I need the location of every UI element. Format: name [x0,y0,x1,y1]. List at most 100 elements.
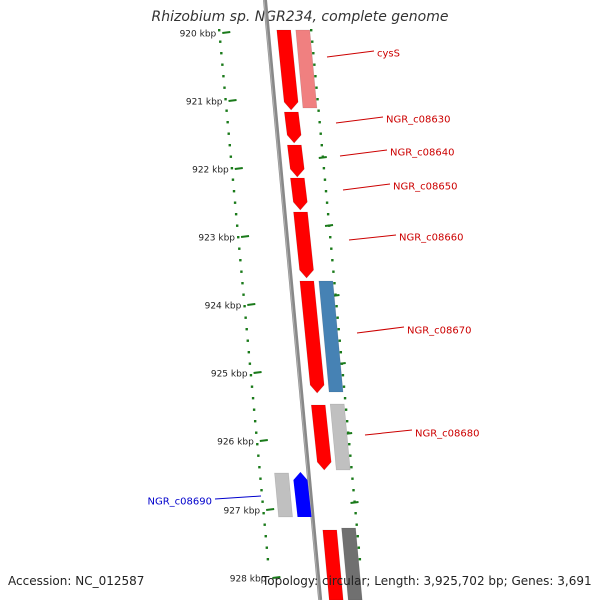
kbp-tick-mark [272,576,281,579]
tick-dot [258,466,261,469]
leader-line [214,495,262,500]
tick-dot [243,305,246,308]
track-dash [324,224,334,227]
tick-dot [239,259,242,262]
gene-block-cyss-pink [295,29,318,109]
backbone-line [263,0,323,600]
gene-label: NGR_c08650 [393,182,458,193]
gene-block-steel [318,280,344,393]
tick-dot [329,236,332,239]
tick-dot [313,63,316,66]
tick-dot [265,546,269,549]
tick-dot [323,178,327,181]
backbone-highlight [263,0,320,600]
tick-dot [351,477,354,480]
gene-label: NGR_c08680 [415,429,480,440]
left-tick-track [218,29,270,561]
tick-dot [252,408,256,411]
accession-text: Accession: NC_012587 [8,574,145,588]
tick-dot [315,86,318,89]
tick-dot [319,132,322,135]
tick-dot [317,109,320,112]
tick-dot [246,339,249,342]
tick-dot [337,328,340,331]
tick-dot [224,98,227,101]
topology-text: Topology: circular; Length: 3,925,702 bp… [262,574,592,588]
tick-dot [238,247,241,250]
gene-block-lightgray-left [274,472,293,518]
leader-line [339,149,388,157]
tick-dot [259,477,262,480]
leader-line [335,116,384,124]
tick-dot [352,489,355,492]
tick-dot [341,374,345,377]
tick-dot [242,293,245,296]
kbp-tick-mark [253,371,262,374]
tick-dot [249,374,253,377]
tick-dot [332,270,335,273]
tick-dot [349,454,352,457]
tick-dot [244,316,247,319]
track-dash [318,156,327,159]
leader-line [356,326,405,334]
leader-line [342,183,391,191]
tick-dot [257,454,260,457]
gene-label: NGR_c08640 [390,148,455,159]
gene-block-ngr-c08680 [310,404,332,471]
kbp-tick-mark [234,167,243,170]
tick-dot [226,121,229,124]
kbp-tick-label: 926 kbp [217,438,254,448]
tick-dot [223,86,226,89]
tick-dot [331,259,334,262]
kbp-tick-label: 924 kbp [205,302,242,312]
tick-dot [229,155,233,158]
gene-labels: cysS NGR_c08630 NGR_c08640 NGR_c08650 NGR_c0… [148,49,480,508]
tick-dot [316,98,319,101]
kbp-tick-mark [247,303,256,306]
tick-dot [344,408,348,411]
tick-dot [326,213,330,216]
tick-dot [336,316,339,319]
tick-dot [225,109,228,112]
tick-dot [220,52,223,55]
gene-block-ngr-c08660 [293,211,314,279]
tick-dot [237,236,240,239]
tick-dot [335,305,338,308]
leader-line [326,50,375,58]
gene-block-lightgray [329,403,351,471]
kbp-tick-label: 921 kbp [186,98,223,108]
tick-dot [260,489,263,492]
tick-dot [325,201,329,204]
tick-dot [222,75,225,78]
tick-dot [218,29,221,32]
kbp-tick-label: 927 kbp [223,507,260,517]
kbp-tick-label: 920 kbp [180,30,217,40]
kbp-tick-label: 922 kbp [192,166,229,176]
kbp-tick-labels: 920 kbp 921 kbp 922 kbp 923 kbp 924 kbp 925 k… [180,30,281,585]
gene-block-cyss [276,29,299,111]
gene-block-ngr-c08630 [283,111,302,144]
tick-dot [343,397,347,400]
gene-label: cysS [377,49,400,60]
kbp-tick-mark [266,508,275,511]
kbp-tick-mark [228,99,237,102]
tick-dot [357,546,361,549]
track-dash [350,501,359,504]
tick-dot [228,144,231,147]
tick-dot [261,500,264,503]
gene-block-ngr-c08690 [293,472,312,517]
genome-title: Rhizobium sp. NGR234, complete genome [151,9,449,25]
tick-dot [320,144,323,147]
tick-dot [219,40,222,43]
tick-dot [221,63,224,66]
tick-dot [247,351,251,354]
tick-dot [255,431,258,434]
kbp-tick-label: 925 kbp [211,370,248,380]
tick-dot [264,535,267,538]
tick-dot [324,190,328,193]
tick-dot [350,466,353,469]
gene-label: NGR_c08630 [386,115,451,126]
tick-dot [235,224,239,227]
